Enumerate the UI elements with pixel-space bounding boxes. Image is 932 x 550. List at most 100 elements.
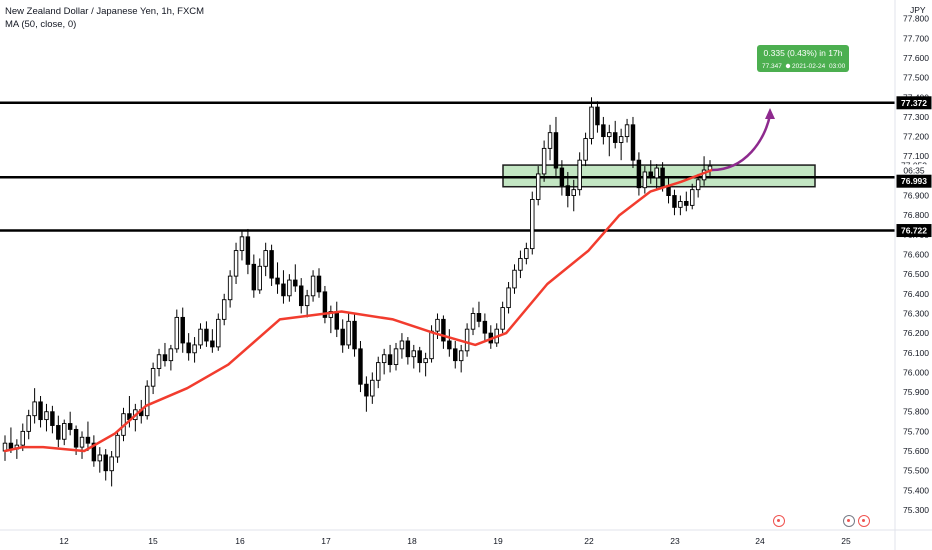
candle (464, 323, 470, 357)
candle (684, 191, 689, 212)
price-tick-label: 76.100 (903, 348, 929, 358)
candle (648, 160, 653, 184)
economic-event-icon[interactable] (858, 515, 870, 527)
candle (186, 333, 191, 361)
candle (275, 262, 280, 294)
candle (482, 313, 488, 341)
candle (97, 447, 103, 473)
projection-time-text: 03:00 (829, 63, 846, 70)
candle (411, 344, 417, 369)
candle (79, 431, 85, 459)
price-tick-label: 77.500 (903, 73, 929, 83)
projection-arrow[interactable] (711, 114, 772, 172)
candle (221, 293, 227, 326)
candle (287, 274, 292, 302)
candle (162, 342, 168, 367)
time-axis[interactable]: 12 15 16 17 18 19 22 23 24 25 (59, 536, 851, 546)
time-tick-label: 24 (755, 536, 765, 546)
event-marker-icon[interactable] (843, 515, 855, 527)
time-tick-label: 12 (59, 536, 69, 546)
svg-text:77.372: 77.372 (901, 98, 927, 108)
candle (441, 315, 446, 349)
candle (144, 380, 150, 420)
price-tick-label: 75.700 (903, 426, 929, 436)
candle (239, 230, 245, 261)
candle (251, 254, 257, 298)
candles (2, 97, 713, 487)
projection-box (757, 45, 849, 72)
candle (281, 270, 286, 304)
currency-label: JPY (910, 5, 926, 15)
price-tick-label: 77.800 (903, 14, 929, 24)
candle (387, 344, 393, 373)
candle (612, 120, 618, 149)
candle (316, 268, 322, 298)
price-tick-label: 77.100 (903, 151, 929, 161)
candle (245, 228, 251, 275)
candle (32, 388, 37, 424)
projection-label[interactable]: 0.335 (0.43%) in 17h 77.347 2021-02-24 0… (757, 45, 849, 72)
price-axis[interactable]: 77.80077.70077.60077.50077.40077.30077.2… (903, 14, 929, 515)
ma-line[interactable] (3, 168, 714, 453)
candle (204, 321, 209, 347)
candle (518, 250, 523, 279)
candle (571, 179, 576, 212)
time-tick-label: 25 (841, 536, 851, 546)
candle (310, 270, 316, 302)
alert-marker-icon[interactable] (773, 515, 785, 527)
candle (263, 242, 268, 277)
candle (62, 419, 67, 446)
candle (227, 270, 233, 308)
price-tick-label: 76.400 (903, 289, 929, 299)
candle (103, 449, 108, 481)
price-tick-label: 75.800 (903, 407, 929, 417)
candle (636, 152, 642, 196)
candle (595, 101, 600, 133)
projection-date-text: 2021-02-24 (792, 63, 826, 70)
time-tick-label: 23 (670, 536, 680, 546)
candle (216, 313, 221, 351)
candle (168, 344, 174, 371)
candle (26, 409, 31, 440)
candle (399, 333, 405, 359)
candle (530, 191, 535, 255)
candle (488, 325, 494, 349)
time-tick-label: 19 (493, 536, 503, 546)
price-tick-label: 76.200 (903, 328, 929, 338)
price-tick-label: 75.300 (903, 505, 929, 515)
candle (2, 435, 8, 461)
candle (405, 337, 411, 365)
candle (50, 405, 55, 434)
price-tick-label: 76.900 (903, 191, 929, 201)
candle (577, 152, 582, 196)
candle (346, 313, 351, 349)
candle (678, 195, 683, 216)
candle (559, 160, 565, 196)
price-tick-label: 77.300 (903, 112, 929, 122)
candle (393, 342, 399, 371)
candle (458, 344, 464, 373)
time-tick-label: 17 (321, 536, 331, 546)
candle (340, 319, 345, 353)
candle (150, 362, 156, 395)
price-tick-label: 75.600 (903, 446, 929, 456)
candle (85, 421, 91, 452)
candle (589, 97, 594, 145)
candle (541, 140, 547, 182)
candle (607, 124, 612, 157)
candle (506, 282, 511, 314)
price-tick-label: 76.000 (903, 367, 929, 377)
supply-demand-zone[interactable] (502, 164, 816, 188)
candle (672, 189, 677, 216)
candle (618, 128, 624, 161)
projection-arrowhead (765, 108, 775, 120)
price-tick-label: 75.500 (903, 466, 929, 476)
candle (512, 264, 517, 294)
svg-text:76.993: 76.993 (901, 176, 927, 186)
candle (601, 116, 606, 145)
level-tag-top: 77.372 (896, 96, 932, 110)
level-tag-mid: 76.993 (896, 174, 932, 188)
candle (233, 242, 239, 284)
